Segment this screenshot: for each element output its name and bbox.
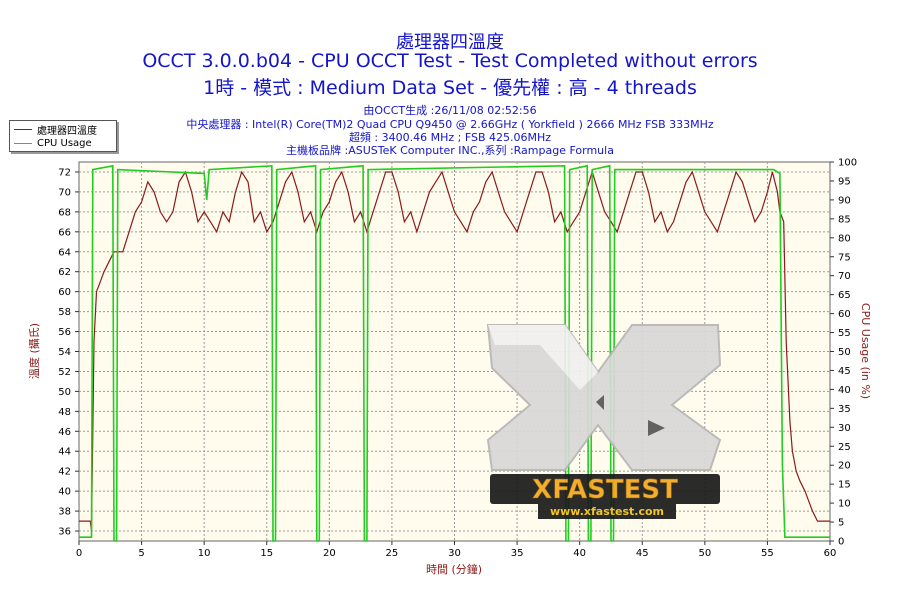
y-left-tick-label: 50: [58, 387, 71, 398]
y-left-tick-label: 40: [58, 487, 71, 498]
y-right-tick-label: 0: [838, 537, 844, 548]
legend-item-cpu-usage: CPU Usage: [14, 137, 92, 150]
y-left-tick-label: 54: [58, 347, 71, 358]
series-line-cpu-usage: [79, 164, 830, 542]
xfastest-watermark: XFASTEST www.xfastest.com: [486, 324, 722, 519]
x-tick-label: 40: [573, 548, 586, 559]
chart-title: 處理器四溫度: [396, 32, 504, 53]
info-overclock: 超頻 : 3400.46 MHz ; FSB 425.06MHz: [348, 131, 552, 144]
y-left-tick-label: 72: [58, 167, 71, 178]
watermark-x-shade: [488, 325, 598, 390]
info-motherboard: 主機板品牌 :ASUSTeK Computer INC.,系列 :Rampage…: [286, 144, 614, 157]
y-right-tick-label: 100: [838, 158, 857, 169]
y-left-tick-label: 60: [58, 287, 71, 298]
y-left-tick-label: 52: [58, 367, 71, 378]
chart-subtitle-mode: 1時 - 模式 : Medium Data Set - 優先權 : 高 - 4 …: [203, 77, 697, 99]
y-right-tick-label: 35: [838, 404, 851, 415]
y-right-tick-label: 5: [838, 518, 844, 529]
y-left-tick-label: 62: [58, 267, 71, 278]
info-cpu: 中央處理器 : Intel(R) Core(TM)2 Quad CPU Q945…: [186, 118, 714, 131]
legend-item-temperature: 處理器四溫度: [14, 123, 97, 137]
watermark-arrow-right: [648, 420, 665, 436]
y-left-tick-label: 46: [58, 427, 71, 438]
x-tick-label: 55: [761, 548, 774, 559]
y-right-tick-label: 60: [838, 309, 851, 320]
info-generated: 由OCCT生成 :26/11/08 02:52:56: [363, 104, 537, 117]
x-tick-label: 10: [198, 548, 211, 559]
y-left-tick-label: 48: [58, 407, 71, 418]
series-line-temperature: [79, 169, 830, 532]
y-left-tick-label: 66: [58, 227, 71, 238]
y-left-tick-label: 56: [58, 327, 71, 338]
watermark-logo-text: XFASTEST: [532, 475, 678, 505]
y-left-tick-label: 42: [58, 467, 71, 478]
y-right-tick-label: 40: [838, 385, 851, 396]
x-tick-label: 50: [698, 548, 711, 559]
y-axis-right-label: CPU Usage (in %): [859, 303, 872, 399]
y-right-tick-label: 85: [838, 214, 851, 225]
y-left-tick-label: 58: [58, 307, 71, 318]
x-tick-label: 30: [448, 548, 461, 559]
y-right-tick-label: 90: [838, 195, 851, 206]
x-tick-label: 5: [138, 548, 144, 559]
y-right-tick-label: 15: [838, 480, 851, 491]
watermark-logo-plate: [490, 474, 720, 504]
y-right-tick-label: 55: [838, 328, 851, 339]
y-right-tick-label: 80: [838, 233, 851, 244]
watermark-url-plate: [538, 503, 676, 519]
y-left-tick-label: 36: [58, 527, 71, 538]
y-left-tick-label: 70: [58, 187, 71, 198]
legend-swatch-cpu-usage: [14, 143, 32, 144]
legend-label-cpu-usage: CPU Usage: [37, 138, 92, 149]
y-right-tick-label: 95: [838, 176, 851, 187]
x-tick-label: 25: [386, 548, 399, 559]
legend-label-temperature: 處理器四溫度: [37, 126, 97, 137]
x-tick-label: 45: [636, 548, 649, 559]
chart-subtitle-test: OCCT 3.0.0.b04 - CPU OCCT Test - Test Co…: [142, 50, 758, 72]
x-tick-label: 60: [824, 548, 837, 559]
y-right-tick-label: 20: [838, 461, 851, 472]
x-tick-label: 20: [323, 548, 336, 559]
watermark-arrow-left: [596, 395, 604, 410]
x-tick-label: 15: [260, 548, 273, 559]
y-axis-left-label: 溫度 (攝氏): [27, 323, 41, 379]
axes: 0 5 10 15 20 25 30 35 40 45 50 55 603638404244464850…: [58, 158, 857, 560]
y-left-tick-label: 64: [58, 247, 71, 258]
watermark-url: www.xfastest.com: [550, 505, 664, 518]
y-left-tick-label: 38: [58, 507, 71, 518]
y-left-tick-label: 68: [58, 207, 71, 218]
y-right-tick-label: 10: [838, 499, 851, 510]
y-right-tick-label: 70: [838, 271, 851, 282]
y-right-tick-label: 25: [838, 442, 851, 453]
x-tick-label: 0: [76, 548, 82, 559]
y-right-tick-label: 30: [838, 423, 851, 434]
y-right-tick-label: 50: [838, 347, 851, 358]
y-right-tick-label: 45: [838, 366, 851, 377]
x-axis-label: 時間 (分鐘): [426, 562, 482, 576]
series-lines: [79, 164, 830, 542]
y-right-tick-label: 75: [838, 252, 851, 263]
legend-swatch-temperature: [14, 129, 32, 130]
chart-legend: 處理器四溫度 CPU Usage: [9, 120, 117, 152]
y-right-tick-label: 65: [838, 290, 851, 301]
x-tick-label: 35: [511, 548, 524, 559]
y-left-tick-label: 44: [58, 447, 71, 458]
